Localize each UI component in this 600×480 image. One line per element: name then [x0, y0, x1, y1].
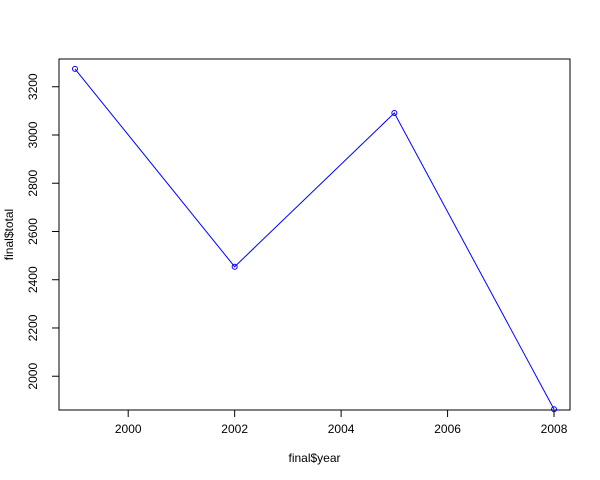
data-point [231, 263, 238, 270]
y-axis: 2000 2200 2400 2600 2800 3000 3200 [26, 73, 59, 390]
x-axis-label: final$year [288, 451, 340, 465]
y-tick-label: 2200 [26, 314, 40, 341]
y-tick-label: 2400 [26, 266, 40, 293]
series-layer [71, 65, 558, 413]
x-tick-label: 2000 [115, 422, 142, 436]
y-tick-label: 3000 [26, 121, 40, 148]
data-point [71, 65, 78, 72]
data-point [551, 406, 558, 413]
x-tick-label: 2004 [328, 422, 355, 436]
x-tick-label: 2008 [541, 422, 568, 436]
x-tick-label: 2002 [221, 422, 248, 436]
y-axis-label: final$total [2, 209, 16, 260]
y-tick-label: 2800 [26, 170, 40, 197]
x-tick-label: 2006 [434, 422, 461, 436]
x-axis: 2000 2002 2004 2006 2008 [115, 410, 568, 436]
y-tick-label: 2600 [26, 218, 40, 245]
plot-frame [58, 58, 571, 411]
y-tick-label: 2000 [26, 363, 40, 390]
series-line [74, 68, 555, 410]
data-point [391, 110, 398, 117]
y-tick-label: 3200 [26, 73, 40, 100]
